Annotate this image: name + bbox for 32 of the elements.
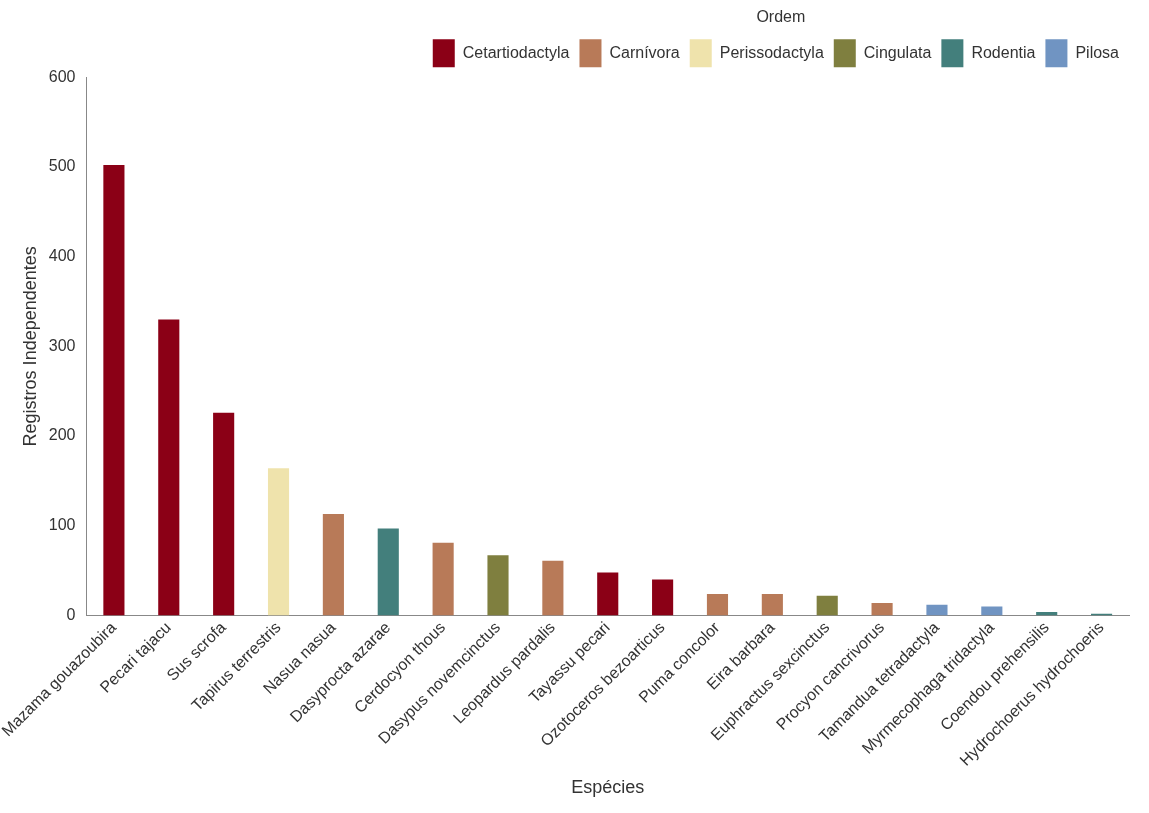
- legend-label: Perissodactyla: [719, 43, 824, 61]
- y-tick-label: 100: [48, 516, 76, 534]
- y-tick-label: 200: [48, 426, 76, 444]
- legend-title: Ordem: [756, 8, 806, 26]
- bar: [542, 560, 564, 616]
- bar: [871, 602, 893, 616]
- y-tick-label: 0: [66, 605, 76, 623]
- x-axis-title: Espécies: [571, 777, 645, 798]
- legend-label: Pilosa: [1075, 43, 1120, 61]
- bar: [213, 412, 235, 616]
- y-tick-label: 300: [48, 336, 76, 354]
- bar: [597, 572, 619, 616]
- bar: [487, 555, 509, 616]
- y-tick-label: 400: [48, 247, 76, 265]
- legend-label: Rodentia: [971, 43, 1036, 61]
- legend-label: Cingulata: [863, 43, 932, 61]
- bar: [652, 579, 674, 616]
- bar: [267, 468, 290, 616]
- bar: [377, 528, 399, 616]
- bar: [926, 604, 948, 616]
- y-axis-title: Registros Independentes: [19, 246, 40, 447]
- bar: [322, 514, 344, 616]
- bar: [432, 542, 454, 616]
- bar: [761, 593, 783, 616]
- y-tick-label: 600: [48, 67, 76, 85]
- bar: [816, 595, 838, 616]
- legend-label: Cetartiodactyla: [462, 43, 570, 61]
- bar: [706, 593, 729, 616]
- legend-label: Carnívora: [609, 43, 680, 61]
- bar: [103, 165, 125, 616]
- y-tick-label: 500: [48, 157, 76, 175]
- bar: [158, 319, 180, 616]
